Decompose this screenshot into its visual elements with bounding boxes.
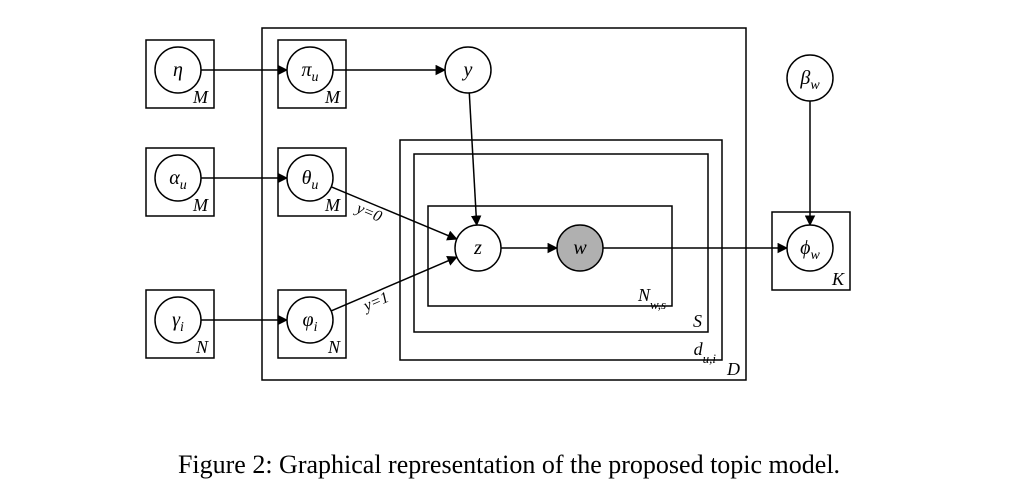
node-theta_u: θu bbox=[287, 155, 333, 201]
svg-text:Nw,s: Nw,s bbox=[637, 285, 666, 312]
node-eta: η bbox=[155, 47, 201, 93]
plate-label-pi_p: M bbox=[324, 87, 341, 107]
plate-label-eta_p: M bbox=[192, 87, 209, 107]
plate-label-phiw_p: K bbox=[831, 269, 845, 289]
svg-text:η: η bbox=[173, 59, 183, 81]
node-w: w bbox=[557, 225, 603, 271]
edge-phi_i-z bbox=[331, 257, 457, 311]
figure-caption: Figure 2: Graphical representation of th… bbox=[0, 450, 1018, 480]
node-gamma_i: γi bbox=[155, 297, 201, 343]
node-alpha_u: αu bbox=[155, 155, 201, 201]
plate-label-alpha_p: M bbox=[192, 195, 209, 215]
svg-text:M: M bbox=[324, 195, 341, 215]
plate-label-dui_p: du,i bbox=[694, 339, 717, 366]
topic-model-diagram: Ddu,i S Nw,s M M N M M N Ky=0 y=1 η αu γi πu θu φi y βw ϕw z… bbox=[0, 0, 1018, 504]
svg-text:N: N bbox=[195, 337, 209, 357]
node-y: y bbox=[445, 47, 491, 93]
svg-text:z: z bbox=[473, 237, 482, 259]
edge-label-theta_u-z: y=0 bbox=[352, 199, 384, 225]
svg-text:du,i: du,i bbox=[694, 339, 717, 366]
svg-text:N: N bbox=[327, 337, 341, 357]
plate-label-S_p: S bbox=[693, 311, 702, 331]
node-z: z bbox=[455, 225, 501, 271]
plate-label-D_p: D bbox=[726, 359, 740, 379]
plate-label-Nws_p: Nw,s bbox=[637, 285, 666, 312]
plate-label-theta_p: M bbox=[324, 195, 341, 215]
svg-text:M: M bbox=[192, 195, 209, 215]
svg-text:y: y bbox=[462, 59, 473, 81]
plate-label-gamma_p: N bbox=[195, 337, 209, 357]
edge-label-phi_i-z: y=1 bbox=[359, 289, 391, 316]
svg-text:M: M bbox=[192, 87, 209, 107]
node-pi_u: πu bbox=[287, 47, 333, 93]
edge-theta_u-z bbox=[331, 187, 457, 239]
svg-text:S: S bbox=[693, 311, 702, 331]
svg-text:M: M bbox=[324, 87, 341, 107]
plate-label-phii_p: N bbox=[327, 337, 341, 357]
svg-text:K: K bbox=[831, 269, 845, 289]
svg-text:D: D bbox=[726, 359, 740, 379]
node-phi_w: ϕw bbox=[787, 225, 833, 271]
svg-text:w: w bbox=[573, 237, 587, 259]
node-phi_i: φi bbox=[287, 297, 333, 343]
edge-y-z bbox=[469, 93, 476, 225]
node-beta_w: βw bbox=[787, 55, 833, 101]
